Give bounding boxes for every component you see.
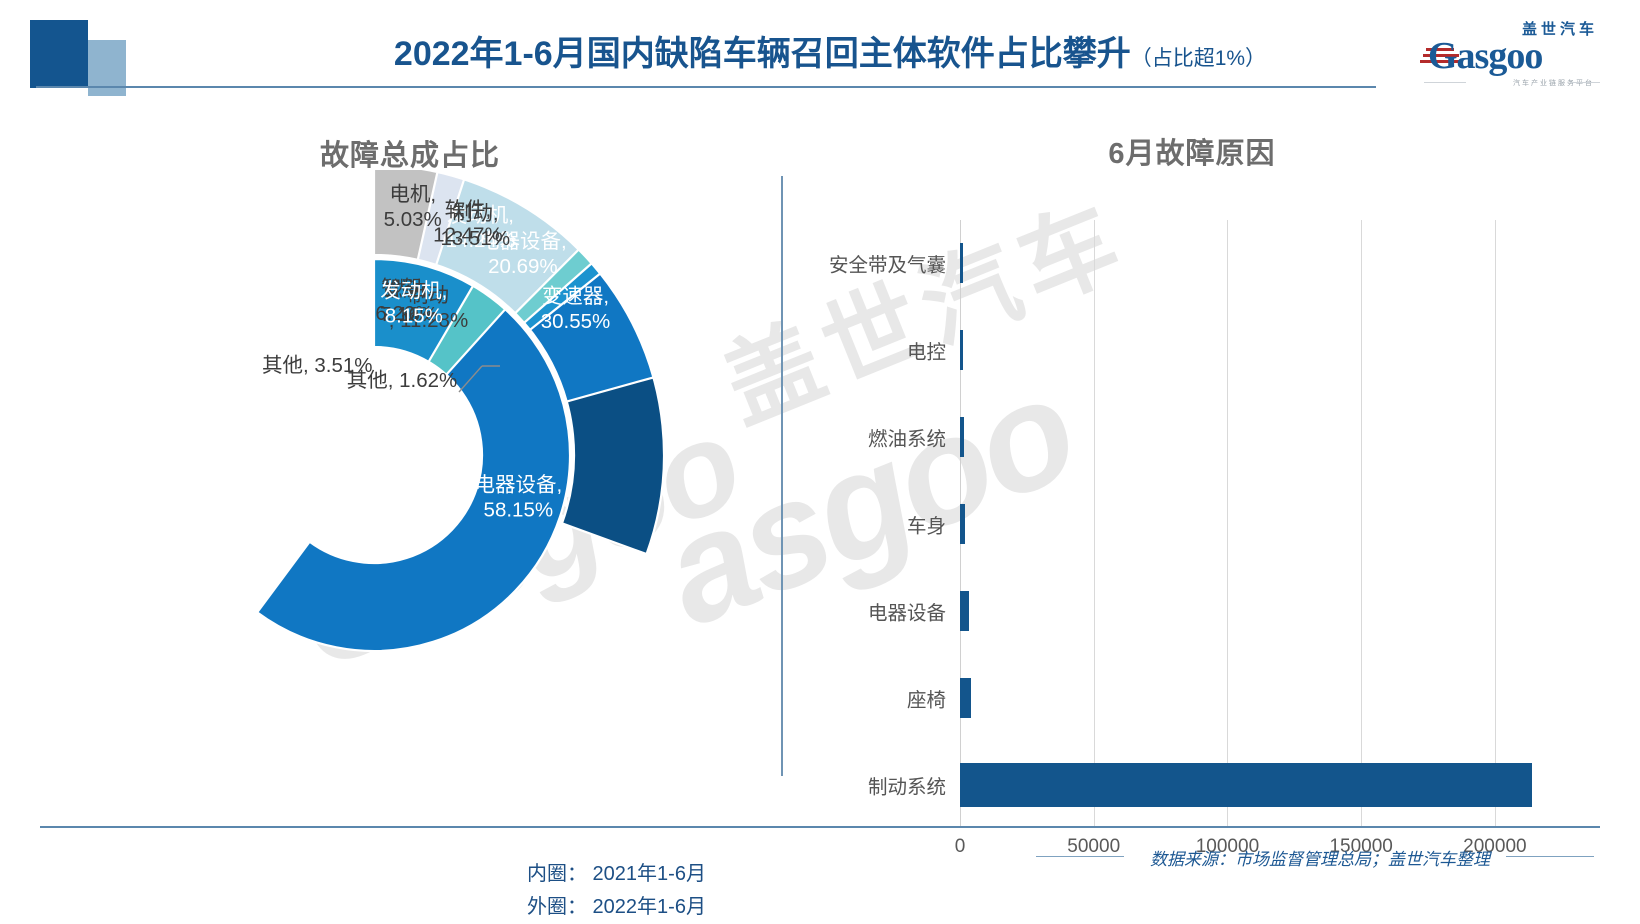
bar-chart-bar[interactable] xyxy=(960,417,964,458)
bar-chart-row: 制动系统 xyxy=(868,741,1535,828)
donut-slice-label: 电机, 5.03% xyxy=(384,183,442,231)
donut-callout-label: 其他, 3.51% xyxy=(262,354,373,377)
donut-svg: 电器设备, 58.15% 其他, 1.62% 智驾, 6.20%燃油, 7.16%制动, … xyxy=(255,170,666,653)
donut-slice-label: 发动机, 14.24% xyxy=(446,204,516,252)
logo-tagline: 汽车产业链服务平台 xyxy=(1513,80,1594,87)
logo-red-bars-icon xyxy=(1420,48,1462,70)
page-title: 2022年1-6月国内缺陷车辆召回主体软件占比攀升（占比超1%） xyxy=(300,26,1360,75)
logo-wordmark: Gasgoo xyxy=(1428,35,1543,77)
footer-dash-right xyxy=(1506,856,1594,857)
donut-slice-label: 电器设备, 20.69% xyxy=(479,230,567,278)
bar-chart-title: 6月故障原因 xyxy=(1108,138,1276,170)
bar-chart-panel: 6月故障原因 0 50000 100000 150000 200000 安全带及气囊电控燃… xyxy=(782,118,1602,857)
bar-chart-row: 电控 xyxy=(907,307,1535,394)
gasgoo-logo: 盖世汽车 Gasgoo 汽车产业链服务平台 xyxy=(1420,16,1600,96)
panel-divider xyxy=(781,176,783,776)
donut-slice xyxy=(372,257,475,364)
donut-slice-labels: 电器设备, 58.15% 其他, 1.62% 智驾, 6.20%燃油, 7.16%制动, … xyxy=(347,183,611,522)
donut-outer-ring xyxy=(372,170,666,556)
donut-slice-label: 制动, 11.28% xyxy=(389,284,468,332)
bar-chart-x-tick-label: 100000 xyxy=(1195,836,1260,857)
legend-outer-ring: 外圈： 2022年1-6月 xyxy=(527,896,706,918)
bar-chart-row: 燃油系统 xyxy=(868,394,1535,481)
donut-slice-label: 其他, 1.62% xyxy=(347,369,458,392)
bar-chart-gridline xyxy=(1093,220,1095,828)
donut-slice-label: 智驾, 6.20% xyxy=(375,277,433,325)
donut-slice-label: 燃油, 7.16% xyxy=(380,278,438,326)
bar-chart-bar[interactable] xyxy=(960,243,963,284)
footer-source-note: 数据来源：市场监督管理总局；盖世汽车整理 xyxy=(1150,850,1490,869)
donut-slice-label: 变速器, 30.55% xyxy=(541,285,611,333)
decor-square-dark xyxy=(30,20,88,88)
bar-chart-bar[interactable] xyxy=(960,677,971,718)
bar-chart-bar[interactable] xyxy=(960,330,963,371)
logo-chinese-name: 盖世汽车 xyxy=(1521,21,1598,38)
donut-chart-area: 电器设备, 58.15% 其他, 1.62% 智驾, 6.20% 燃油, 7.16% 制动, … xyxy=(40,170,780,750)
bar-chart-category-label: 燃油系统 xyxy=(867,428,946,451)
bar-chart-x-tick-label: 150000 xyxy=(1329,836,1393,857)
bar-chart-row: 电器设备 xyxy=(868,567,1535,654)
donut-slice-label: 软件, 12.47% xyxy=(433,199,503,247)
bar-chart-gridline xyxy=(1494,220,1496,828)
bar-chart-bar[interactable] xyxy=(960,590,969,631)
donut-slice xyxy=(372,170,439,262)
bar-chart-gridline xyxy=(1361,220,1363,828)
bar-chart-gridline xyxy=(1227,220,1229,828)
footer-dash-left xyxy=(1036,856,1124,857)
donut-slice-label: 发动机, 8.15% xyxy=(380,279,447,327)
donut-chart-panel: 故障总成占比 电器设备, 58.15% 其他, 1.62% 智驾, 6.20% 燃油, 7.… xyxy=(40,118,780,918)
donut-slice xyxy=(255,257,572,653)
bar-chart-x-tick-label: 0 xyxy=(954,836,966,857)
donut-chart-title: 故障总成占比 xyxy=(319,140,500,172)
legend-inner-ring: 内圈： 2021年1-6月 xyxy=(527,863,706,885)
bar-chart-x-tick-label: 200000 xyxy=(1463,836,1527,857)
logo-rule-left xyxy=(1424,82,1466,83)
donut-inner-ring xyxy=(255,257,572,653)
header-divider-rule xyxy=(36,86,1376,88)
footer-divider-rule xyxy=(40,826,1600,828)
page-header: 2022年1-6月国内缺陷车辆召回主体软件占比攀升（占比超1%） xyxy=(0,0,1640,112)
bar-chart-plot: 0 50000 100000 150000 200000 安全带及气囊电控燃油系统车身电器… xyxy=(829,220,1535,857)
bar-chart-category-label: 座椅 xyxy=(906,689,946,712)
page-title-sub: （占比超1%） xyxy=(1130,47,1267,70)
callout-leader-line xyxy=(458,365,483,393)
bar-chart-row: 车身 xyxy=(907,481,1535,568)
bar-chart-bar[interactable] xyxy=(960,503,966,544)
donut-slice-label: 制动, 13.51% xyxy=(441,202,511,250)
bar-chart-category-label: 电控 xyxy=(906,341,946,364)
bar-chart-category-label: 车身 xyxy=(906,515,946,538)
bar-chart-category-label: 安全带及气囊 xyxy=(828,254,946,277)
donut-ring-legend: 内圈： 2021年1-6月 外圈： 2022年1-6月 xyxy=(527,858,706,924)
logo-rule-right xyxy=(1570,82,1600,83)
page-title-main: 2022年1-6月国内缺陷车辆召回主体软件占比攀升 xyxy=(393,35,1131,73)
bar-chart-bar[interactable] xyxy=(960,762,1533,807)
bar-chart-x-tick-label: 50000 xyxy=(1067,836,1121,857)
bar-chart-row: 安全带及气囊 xyxy=(829,220,1535,307)
bar-chart-category-label: 制动系统 xyxy=(867,776,946,799)
bar-chart-row: 座椅 xyxy=(907,654,1535,741)
donut-slice-label: 电器设备, 58.15% xyxy=(474,474,562,522)
bar-chart-area: 0 50000 100000 150000 200000 安全带及气囊电控燃油系统车身电器… xyxy=(782,178,1602,857)
bar-chart-category-label: 电器设备 xyxy=(867,602,946,625)
